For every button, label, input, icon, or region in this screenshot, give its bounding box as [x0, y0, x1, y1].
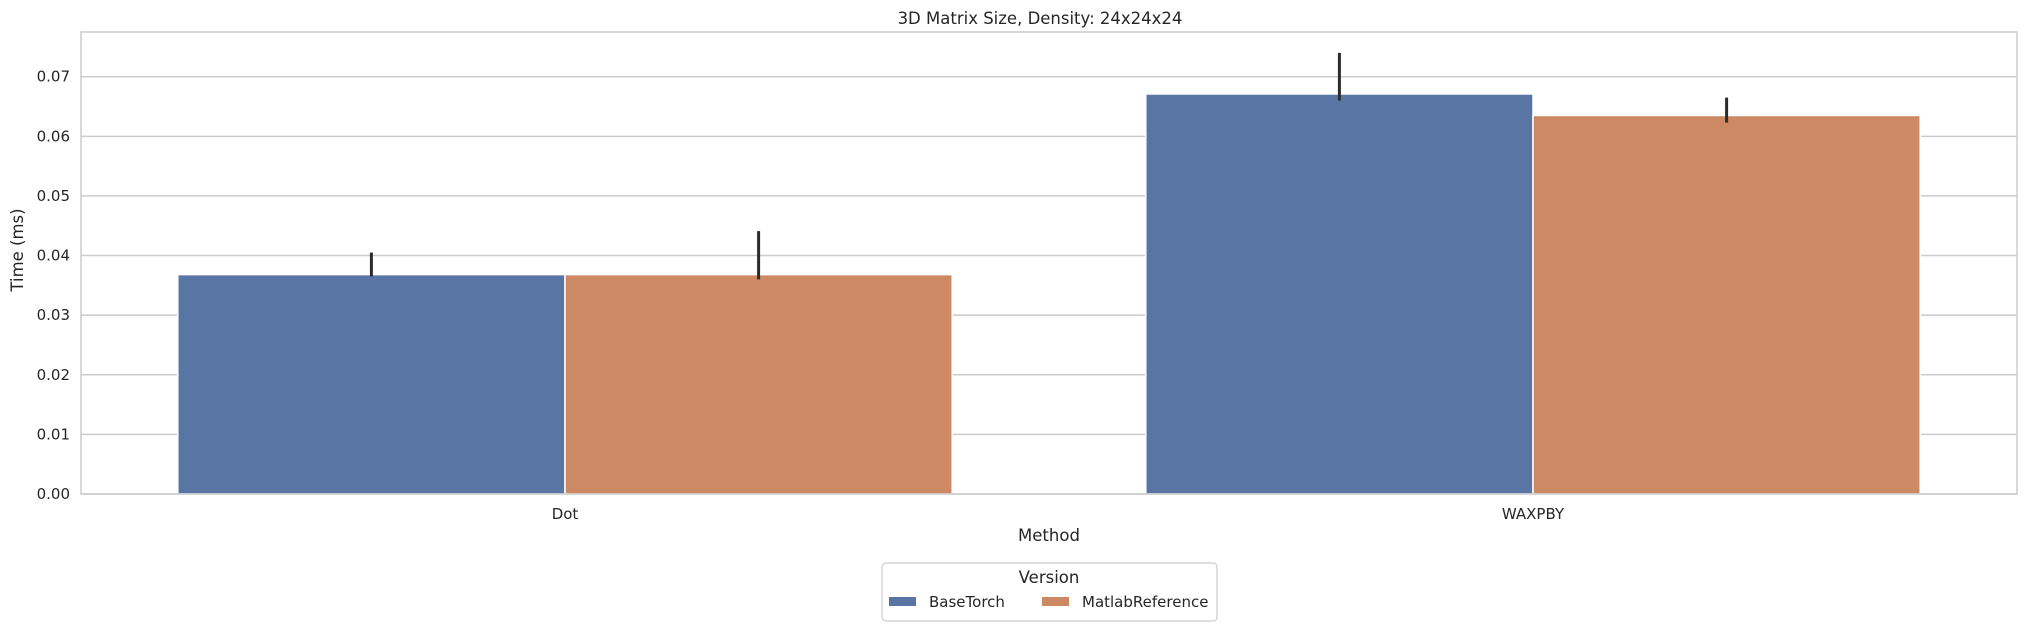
bar-matlabreference-waxpby [1532, 114, 1921, 495]
y-tick-label: 0.06 [37, 127, 70, 145]
legend-title: Version [1019, 568, 1080, 587]
legend-items: BaseTorch MatlabReference [889, 593, 1208, 611]
chart-title: 3D Matrix Size, Density: 24x24x24 [898, 9, 1183, 28]
y-tick-label: 0.03 [37, 306, 70, 324]
y-tick-label: 0.02 [37, 366, 70, 384]
legend-label-matlabreference: MatlabReference [1082, 593, 1208, 611]
y-tick-label: 0.01 [37, 425, 70, 443]
y-axis-label: Time (ms) [8, 208, 27, 292]
y-tick-label: 0.00 [37, 485, 70, 503]
plot-frame [80, 31, 2018, 495]
bars [177, 93, 1921, 495]
legend-label-basetorch: BaseTorch [929, 593, 1005, 611]
y-tick-labels: 0.00 0.01 0.02 0.03 0.04 0.05 0.06 0.07 [37, 68, 70, 503]
bar-matlabreference-dot [564, 273, 953, 495]
x-tick-labels: Dot WAXPBY [552, 505, 1565, 523]
x-tick-label: WAXPBY [1502, 505, 1565, 523]
legend-swatch-matlabreference [1042, 597, 1069, 606]
y-tick-label: 0.07 [37, 68, 70, 86]
bar-basetorch-dot [177, 273, 566, 495]
legend-frame [881, 562, 1218, 622]
x-axis-label: Method [1018, 526, 1080, 545]
bar-basetorch-waxpby [1145, 93, 1534, 495]
error-bars [369, 52, 1729, 280]
legend: Version BaseTorch MatlabReference [881, 562, 1218, 622]
x-tick-label: Dot [552, 505, 579, 523]
legend-swatch-basetorch [889, 597, 916, 606]
y-tick-label: 0.04 [37, 247, 70, 265]
y-tick-label: 0.05 [37, 187, 70, 205]
